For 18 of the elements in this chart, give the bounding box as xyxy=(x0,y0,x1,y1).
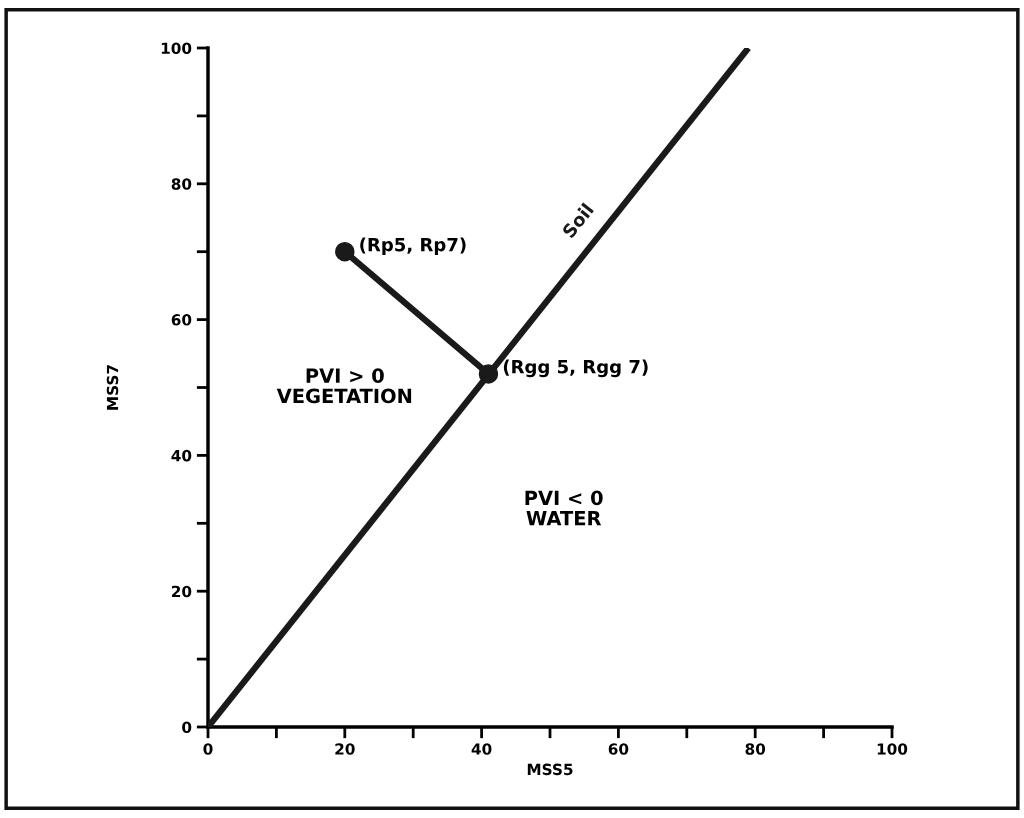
x-tick-label: 80 xyxy=(745,743,766,755)
y-tick-label: 20 xyxy=(171,585,192,598)
x-tick-label: 60 xyxy=(608,743,629,755)
annotation: (Rp5, Rp7) xyxy=(360,237,466,255)
annotation: PVI < 0 WATER xyxy=(525,490,603,526)
x-tick-label: 20 xyxy=(335,743,355,755)
annotation: PVI > 0 VEGETATION xyxy=(276,368,412,404)
y-tick-label: 40 xyxy=(171,449,192,462)
y-axis-title: MSS7 xyxy=(106,365,119,410)
y-tick-label: 0 xyxy=(182,721,192,734)
annotation: (Rgg 5, Rgg 7) xyxy=(503,359,648,378)
x-axis-title: MSS5 xyxy=(527,763,573,776)
y-tick-label: 80 xyxy=(171,178,192,190)
y-tick-label: 60 xyxy=(171,314,192,326)
x-tick-label: 40 xyxy=(471,743,492,755)
x-tick-label: 100 xyxy=(877,743,908,755)
y-tick-label: 100 xyxy=(161,42,192,55)
x-tick-label: 0 xyxy=(203,743,213,755)
